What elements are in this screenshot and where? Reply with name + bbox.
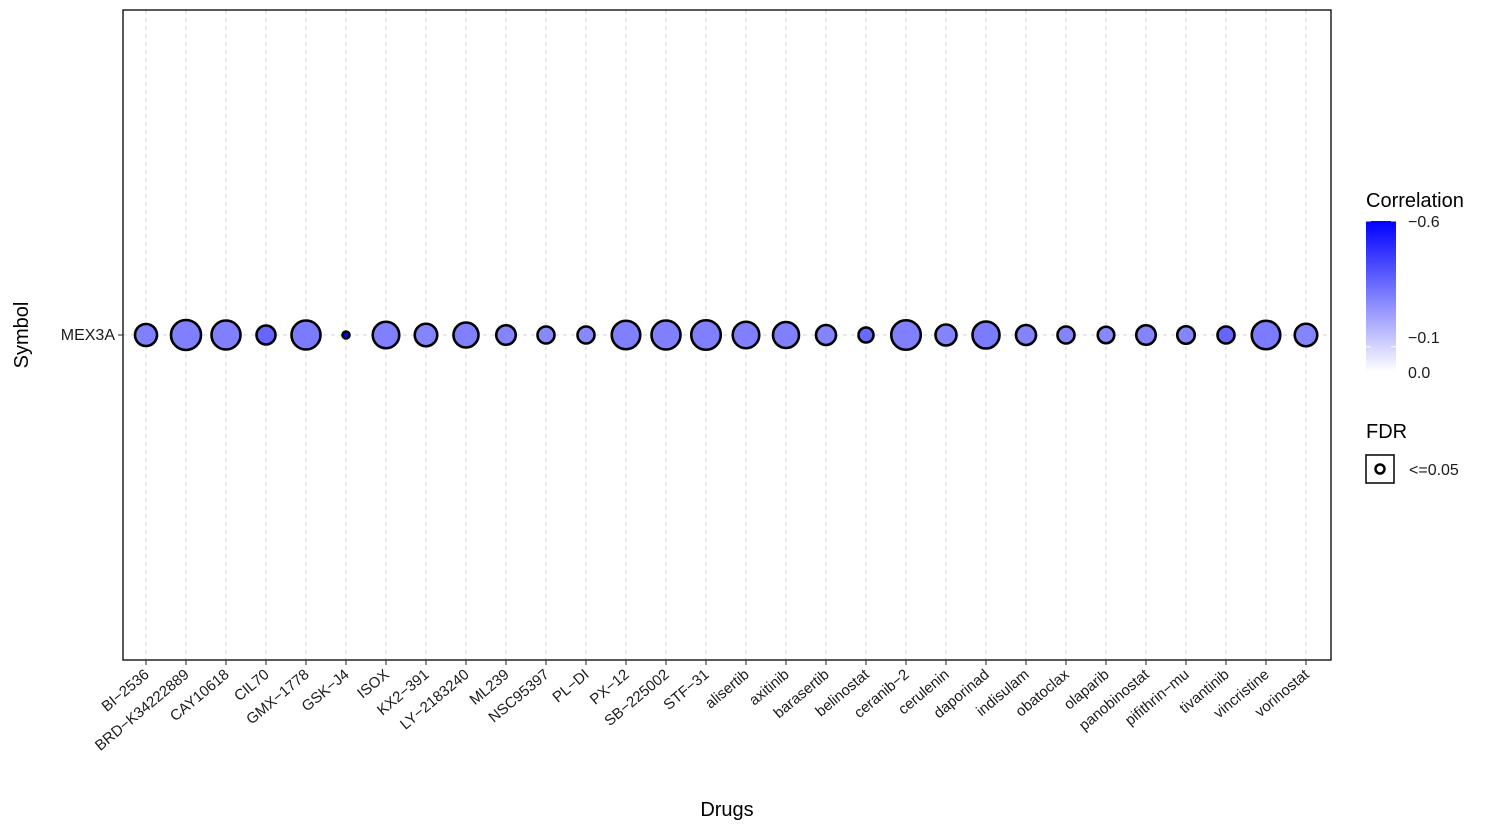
point-ly-2183240: [452, 321, 480, 349]
point-indisulam: [1014, 323, 1038, 347]
y-tick-label: MEX3A: [61, 327, 116, 344]
color-legend-bar: [1366, 221, 1396, 372]
fdr-legend-label: <=0.05: [1409, 462, 1459, 479]
fdr-legend-title: FDR: [1366, 421, 1407, 443]
point-cil70: [255, 324, 277, 346]
grid-lines: [123, 10, 1331, 660]
fdr-legend-key: [1365, 454, 1395, 484]
point-obatoclax: [1056, 325, 1076, 345]
point-kx2-391: [413, 322, 439, 348]
y-axis-title: Symbol: [11, 302, 33, 369]
color-legend-tick-label: −0.6: [1408, 214, 1440, 231]
x-axis-ticks: BI−2536BRD−K34222889CAY10618CIL70GMX−177…: [92, 660, 1313, 754]
point-stf-31: [689, 318, 723, 352]
point-sb-225002: [650, 319, 682, 351]
point-belinostat: [857, 326, 875, 344]
x-tick-label: STF−31: [660, 666, 712, 714]
point-cay10618: [210, 319, 242, 351]
color-legend-tick-label: 0.0: [1408, 365, 1430, 382]
point-cerulenin: [934, 323, 958, 347]
point-isox: [371, 320, 401, 350]
point-pifithrin-mu: [1175, 324, 1197, 346]
point-vincristine: [1250, 319, 1282, 351]
color-legend-tick-label: −0.1: [1408, 330, 1440, 347]
point-vorinostat: [1293, 322, 1319, 348]
point-daporinad: [971, 320, 1001, 350]
points: [133, 318, 1319, 352]
point-axitinib: [771, 320, 801, 350]
point-brd-k34222889: [169, 318, 203, 352]
x-axis-title: Drugs: [700, 799, 753, 821]
fdr-legend-symbol: [1374, 463, 1386, 475]
point-gsk-j4: [341, 330, 351, 340]
y-axis-ticks: MEX3A: [61, 327, 123, 344]
point-ceranib-2: [889, 318, 923, 352]
x-tick-label: alisertib: [702, 666, 753, 712]
point-ml239: [494, 323, 518, 347]
point-nsc95397: [536, 325, 556, 345]
x-tick-label: PL−DI: [549, 666, 592, 706]
point-alisertib: [731, 320, 761, 350]
point-barasertib: [814, 323, 838, 347]
point-panobinostat: [1134, 323, 1158, 347]
point-tivantinib: [1216, 325, 1236, 345]
point-px-12: [610, 319, 642, 351]
color-legend: Correlation −0.6 −0.1 0.0: [1366, 190, 1464, 382]
fdr-legend: FDR <=0.05: [1365, 421, 1459, 484]
point-bi-2536: [133, 322, 159, 348]
point-gmx-1778: [290, 319, 322, 351]
color-legend-title: Correlation: [1366, 190, 1464, 212]
point-olaparib: [1096, 325, 1116, 345]
point-pl-di: [576, 325, 596, 345]
color-legend-ticks: −0.6 −0.1 0.0: [1366, 214, 1440, 382]
